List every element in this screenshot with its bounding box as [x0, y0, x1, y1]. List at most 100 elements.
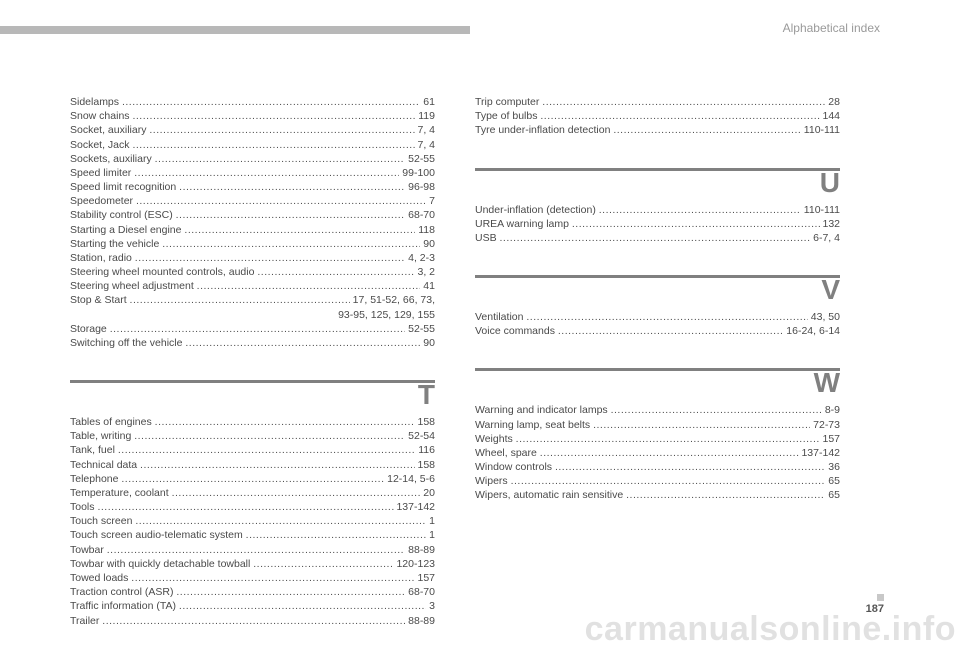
- index-entry: USB 6-7, 4: [475, 231, 840, 245]
- entry-label: Starting the vehicle: [70, 237, 162, 251]
- index-entry: Tank, fuel 116: [70, 443, 435, 457]
- entry-label: Sockets, auxiliary: [70, 152, 155, 166]
- section-header: T: [70, 380, 435, 409]
- index-entry: Steering wheel adjustment 41: [70, 279, 435, 293]
- entry-page: 137-142: [799, 446, 840, 460]
- index-section: Trip computer 28Type of bulbs 144Tyre un…: [475, 95, 840, 138]
- entry-page: 17, 51-52, 66, 73,: [350, 293, 435, 307]
- index-entry: Station, radio 4, 2-3: [70, 251, 435, 265]
- entry-label: Under-inflation (detection): [475, 203, 599, 217]
- entry-page: 68-70: [405, 208, 435, 222]
- entry-label: Stop & Start: [70, 293, 130, 307]
- index-entry: Voice commands 16-24, 6-14: [475, 324, 840, 338]
- entry-label: Trailer: [70, 614, 102, 628]
- entry-label: Towbar: [70, 543, 107, 557]
- entry-label: Tank, fuel: [70, 443, 118, 457]
- entry-label: Switching off the vehicle: [70, 336, 185, 350]
- index-section: TTables of engines 158Table, writing 52-…: [70, 380, 435, 628]
- entry-label: Towbar with quickly detachable towball: [70, 557, 253, 571]
- entry-dots: [155, 152, 406, 166]
- entry-page: 41: [420, 279, 435, 293]
- entry-dots: [613, 123, 801, 137]
- entry-dots: [593, 418, 810, 432]
- index-entry: Speed limiter 99-100: [70, 166, 435, 180]
- entry-dots: [122, 95, 420, 109]
- entry-dots: [135, 514, 426, 528]
- entry-page: 158: [415, 415, 435, 429]
- entry-dots: [197, 279, 421, 293]
- index-entry: Speed limit recognition 96-98: [70, 180, 435, 194]
- entry-dots: [118, 443, 415, 457]
- entry-label: Traction control (ASR): [70, 585, 176, 599]
- index-entry: Tables of engines 158: [70, 415, 435, 429]
- entry-page: 110-111: [801, 123, 840, 137]
- entry-page: 7, 4: [415, 138, 435, 152]
- index-section: UUnder-inflation (detection) 110-111UREA…: [475, 168, 840, 246]
- index-entry: Steering wheel mounted controls, audio 3…: [70, 265, 435, 279]
- decorative-square: [877, 594, 884, 601]
- entry-dots: [140, 458, 415, 472]
- entry-label: Traffic information (TA): [70, 599, 179, 613]
- section-header: U: [475, 168, 840, 197]
- entry-page: 61: [420, 95, 435, 109]
- entry-label: Wipers, automatic rain sensitive: [475, 488, 626, 502]
- entry-page: 3, 2: [415, 265, 435, 279]
- index-entry: Socket, Jack 7, 4: [70, 138, 435, 152]
- entry-page: 137-142: [394, 500, 435, 514]
- entry-label: Steering wheel adjustment: [70, 279, 197, 293]
- index-entry: Warning and indicator lamps 8-9: [475, 403, 840, 417]
- index-entry: Traction control (ASR) 68-70: [70, 585, 435, 599]
- section-letter: T: [70, 381, 435, 409]
- entry-label: Stability control (ESC): [70, 208, 176, 222]
- entry-dots: [132, 138, 414, 152]
- entry-label: Ventilation: [475, 310, 526, 324]
- entry-page: 7: [426, 194, 435, 208]
- index-entry: Towbar with quickly detachable towball 1…: [70, 557, 435, 571]
- entry-dots: [500, 231, 811, 245]
- entry-label: Speedometer: [70, 194, 136, 208]
- entry-dots: [246, 528, 427, 542]
- entry-label: Station, radio: [70, 251, 135, 265]
- entry-dots: [176, 585, 405, 599]
- entry-dots: [131, 571, 414, 585]
- index-entry: Touch screen audio-telematic system 1: [70, 528, 435, 542]
- index-entry: Tools 137-142: [70, 500, 435, 514]
- entry-label: Type of bulbs: [475, 109, 540, 123]
- entry-dots: [599, 203, 801, 217]
- column-right: Trip computer 28Type of bulbs 144Tyre un…: [475, 95, 840, 658]
- entry-label: Socket, auxiliary: [70, 123, 149, 137]
- watermark: carmanualsonline.info: [585, 610, 956, 649]
- section-letter: U: [475, 169, 840, 197]
- index-entry: Starting the vehicle 90: [70, 237, 435, 251]
- entry-label: Wheel, spare: [475, 446, 540, 460]
- entry-page: 158: [415, 458, 435, 472]
- entry-dots: [134, 429, 405, 443]
- entry-dots: [257, 265, 414, 279]
- entry-label: Speed limiter: [70, 166, 134, 180]
- entry-page: 1: [426, 528, 435, 542]
- entry-dots: [540, 109, 819, 123]
- index-section: Sidelamps 61Snow chains 119Socket, auxil…: [70, 95, 435, 350]
- entry-label: Starting a Diesel engine: [70, 223, 184, 237]
- entry-label: Table, writing: [70, 429, 134, 443]
- entry-dots: [253, 557, 393, 571]
- entry-page: 28: [825, 95, 840, 109]
- entry-dots: [132, 109, 415, 123]
- section-header: W: [475, 368, 840, 397]
- index-entry: Stability control (ESC) 68-70: [70, 208, 435, 222]
- entry-page: 3: [426, 599, 435, 613]
- entry-page: 90: [420, 237, 435, 251]
- index-entry: Stop & Start 17, 51-52, 66, 73,: [70, 293, 435, 307]
- index-entry: Wipers 65: [475, 474, 840, 488]
- index-entry: Snow chains 119: [70, 109, 435, 123]
- index-entry: Towbar 88-89: [70, 543, 435, 557]
- entry-page: 4, 2-3: [405, 251, 435, 265]
- index-entry: Tyre under-inflation detection 110-111: [475, 123, 840, 137]
- entry-dots: [572, 217, 820, 231]
- section-letter: V: [475, 276, 840, 304]
- index-entry: Speedometer 7: [70, 194, 435, 208]
- entry-page: 7, 4: [415, 123, 435, 137]
- entry-label: Snow chains: [70, 109, 132, 123]
- index-entry: Trip computer 28: [475, 95, 840, 109]
- entry-page: 90: [420, 336, 435, 350]
